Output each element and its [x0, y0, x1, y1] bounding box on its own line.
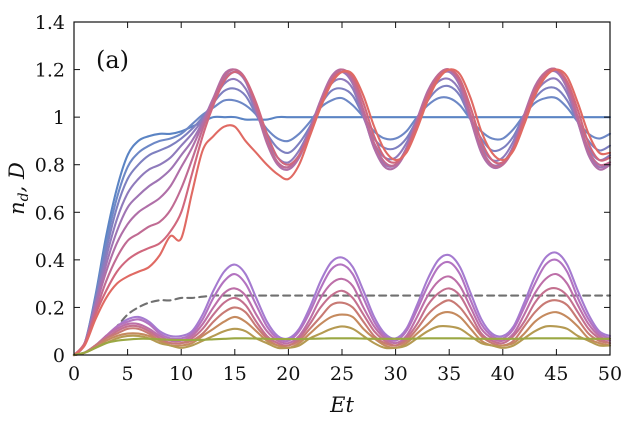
- y-tick-label-1.2: 1.2: [35, 60, 65, 82]
- y-tick-label-0.2: 0.2: [35, 297, 65, 319]
- x-axis-label: Et: [329, 393, 354, 417]
- tick-layer: 0 5 10 15 20 25 30 35 40 45 50 0 0.2 0.4 0.6 0.8 1 1.2 1.4: [35, 12, 622, 385]
- x-tick-label-10: 10: [169, 363, 193, 385]
- y-tick-label-1: 1: [53, 107, 65, 129]
- series-line-13: [72, 272, 612, 357]
- x-tick-label-20: 20: [276, 363, 300, 385]
- series-line-10: [72, 294, 612, 357]
- series-line-17: [72, 324, 612, 357]
- y-axis-label: nd, D: [5, 162, 32, 215]
- x-tick-label-50: 50: [598, 363, 622, 385]
- series-line-9: [72, 68, 612, 357]
- panel-label: (a): [96, 46, 129, 74]
- x-tick-label-45: 45: [544, 363, 568, 385]
- series-line-2: [72, 96, 612, 357]
- y-tick-label-0: 0: [53, 345, 65, 367]
- y-axis-label-subscript: d: [16, 192, 32, 201]
- series-layer: [72, 67, 612, 357]
- x-tick-label-15: 15: [223, 363, 247, 385]
- x-tick-label-40: 40: [491, 363, 515, 385]
- y-tick-label-0.6: 0.6: [35, 202, 65, 224]
- y-tick-label-0.8: 0.8: [35, 155, 65, 177]
- y-axis-label-rest: , D: [5, 162, 29, 192]
- y-tick-label-0.4: 0.4: [35, 250, 65, 272]
- series-line-18: [72, 337, 612, 357]
- series-line-11: [72, 251, 612, 357]
- series-line-12: [72, 258, 612, 357]
- series-line-16: [72, 311, 612, 357]
- x-tick-label-5: 5: [122, 363, 134, 385]
- x-tick-label-0: 0: [68, 363, 80, 385]
- y-tick-label-1.4: 1.4: [35, 12, 65, 34]
- y-axis-label-main: n: [5, 201, 29, 215]
- x-tick-label-25: 25: [330, 363, 354, 385]
- x-tick-label-30: 30: [384, 363, 408, 385]
- series-line-14: [72, 287, 612, 357]
- x-tick-label-35: 35: [437, 363, 461, 385]
